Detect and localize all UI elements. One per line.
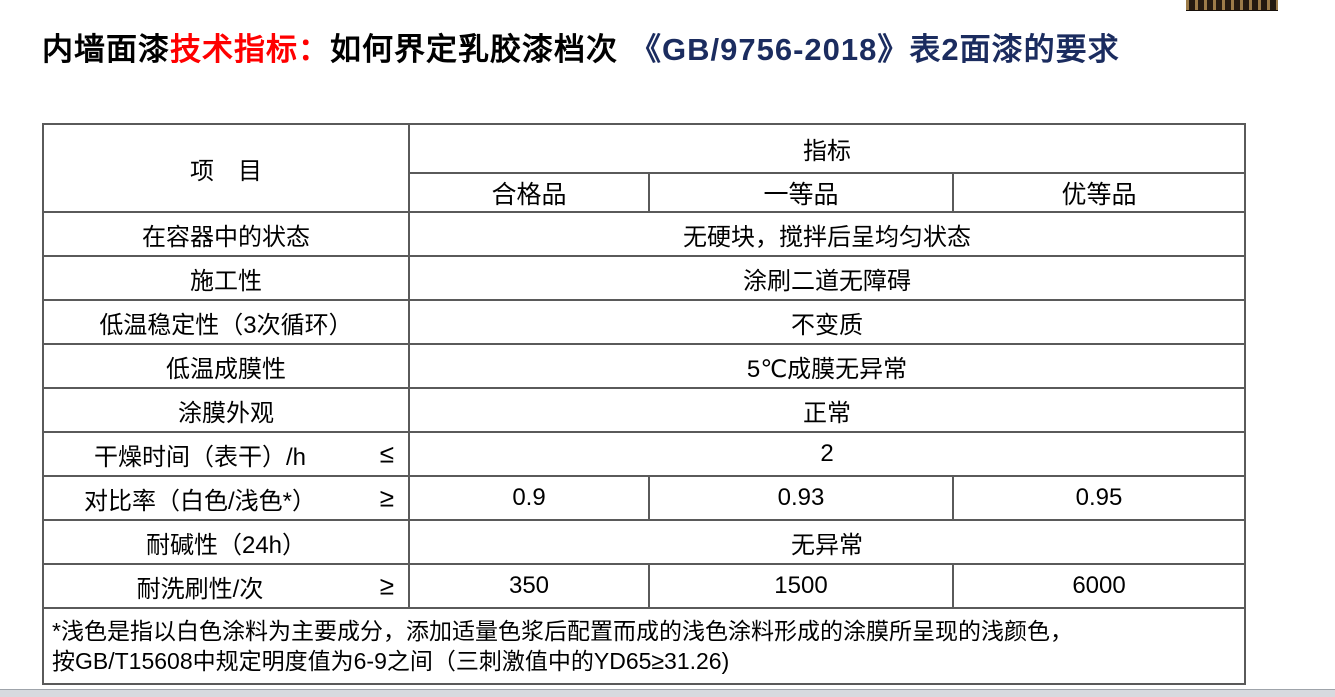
- row-label-cell: 干燥时间（表干）/h ≤: [42, 431, 410, 477]
- less-equal-symbol: ≤: [379, 438, 394, 469]
- page-title: 内墙面漆技术指标：如何界定乳胶漆档次 《GB/9756-2018》表2面漆的要求: [42, 24, 1302, 69]
- title-black-2: 如何界定乳胶漆档次: [330, 32, 618, 67]
- footnote-row: *浅色是指以白色涂料为主要成分，添加适量色浆后配置而成的浅色涂料形成的涂膜所呈现…: [41, 607, 1247, 685]
- row-label-cell: 低温稳定性（3次循环）: [42, 299, 410, 345]
- row-merged-value: 涂刷二道无障碍: [407, 255, 1247, 301]
- bottom-edge-strip: [0, 689, 1335, 697]
- row-label-cell: 施工性: [42, 255, 410, 301]
- title-black-1: 内墙面漆: [42, 32, 170, 67]
- row-merged-value: 5℃成膜无异常: [407, 343, 1247, 389]
- row-value-premium: 6000: [951, 563, 1247, 609]
- row-label: 涂膜外观: [178, 399, 274, 427]
- row-label: 低温成膜性: [166, 355, 286, 383]
- row-merged-value: 正常: [407, 387, 1247, 433]
- row-value-qualified: 0.9: [408, 475, 650, 521]
- table-row: 低温成膜性 5℃成膜无异常: [42, 343, 1247, 389]
- table-row: 耐洗刷性/次 ≥ 350 1500 6000: [42, 563, 1247, 609]
- row-label: 干燥时间（表干）/h: [93, 443, 306, 471]
- greater-equal-symbol: ≥: [379, 482, 394, 513]
- footnote-cell: *浅色是指以白色涂料为主要成分，添加适量色浆后配置而成的浅色涂料形成的涂膜所呈现…: [41, 607, 1247, 685]
- title-standard-ref: 《GB/9756-2018》表2面漆的要求: [630, 32, 1120, 67]
- row-label-cell: 耐碱性（24h）: [42, 519, 410, 565]
- table-row: 在容器中的状态 无硬块，搅拌后呈均匀状态: [42, 211, 1247, 257]
- greater-equal-symbol: ≥: [379, 570, 394, 601]
- table-row: 涂膜外观 正常: [42, 387, 1247, 433]
- watermark-badge: [1186, 0, 1278, 11]
- header-grade-premium: 优等品: [951, 172, 1247, 213]
- table-row: 施工性 涂刷二道无障碍: [42, 255, 1247, 301]
- header-grade-first: 一等品: [648, 172, 954, 213]
- row-label: 在容器中的状态: [142, 223, 310, 251]
- table-row: 耐碱性（24h） 无异常: [42, 519, 1247, 565]
- table-row: 低温稳定性（3次循环） 不变质: [42, 299, 1247, 345]
- row-value-first: 1500: [648, 563, 954, 609]
- row-value-premium: 0.95: [951, 475, 1247, 521]
- header-item: 项 目: [42, 123, 410, 213]
- row-label: 低温稳定性（3次循环）: [99, 311, 353, 339]
- row-label: 耐洗刷性/次: [136, 575, 264, 603]
- footnote-line-1: *浅色是指以白色涂料为主要成分，添加适量色浆后配置而成的浅色涂料形成的涂膜所呈现…: [52, 618, 1073, 644]
- row-value-qualified: 350: [408, 563, 650, 609]
- row-label-cell: 对比率（白色/浅色*） ≥: [42, 475, 410, 521]
- row-merged-value: 不变质: [407, 299, 1247, 345]
- table-row: 对比率（白色/浅色*） ≥ 0.9 0.93 0.95: [42, 475, 1247, 521]
- row-value-first: 0.93: [648, 475, 954, 521]
- header-grade-qualified: 合格品: [408, 172, 650, 213]
- row-merged-value: 无异常: [407, 519, 1247, 565]
- row-label-cell: 耐洗刷性/次 ≥: [42, 563, 410, 609]
- row-label-cell: 低温成膜性: [42, 343, 410, 389]
- row-label-cell: 在容器中的状态: [42, 211, 410, 257]
- row-label: 耐碱性（24h）: [145, 531, 307, 559]
- row-merged-value: 无硬块，搅拌后呈均匀状态: [407, 211, 1247, 257]
- table-header-row-2: 合格品 一等品 优等品: [43, 172, 1247, 213]
- spec-table: 项 目 指标 合格品 一等品 优等品 在容器中的状态 无硬块，搅拌后呈均匀状态 …: [41, 123, 1247, 685]
- table-row: 干燥时间（表干）/h ≤ 2: [42, 431, 1247, 477]
- header-indicator: 指标: [407, 123, 1247, 174]
- row-label: 施工性: [190, 267, 262, 295]
- footnote-line-2: 按GB/T15608中规定明度值为6-9之间（三刺激值中的YD65≥31.26): [52, 648, 730, 674]
- table-header-row-1: 项 目 指标: [42, 123, 1247, 213]
- row-label-cell: 涂膜外观: [42, 387, 410, 433]
- title-red: 技术指标：: [170, 32, 330, 67]
- row-label: 对比率（白色/浅色*）: [83, 487, 316, 515]
- row-merged-value: 2: [407, 431, 1247, 477]
